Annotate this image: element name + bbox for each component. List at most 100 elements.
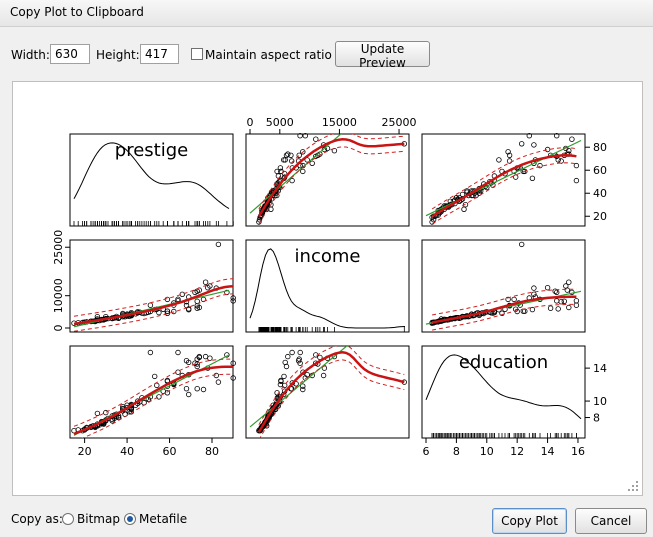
spread-line-upper (258, 134, 405, 210)
scatter-point (573, 177, 580, 184)
copy-plot-button[interactable]: Copy Plot (492, 508, 567, 534)
scatter-point (185, 391, 192, 398)
cancel-button[interactable]: Cancel (575, 508, 647, 534)
scatter-point (194, 305, 200, 311)
scatter-point (302, 133, 308, 139)
prestige-tick-label: 60 (163, 445, 177, 458)
variable-label: income (295, 246, 361, 267)
scatter-point (513, 174, 519, 180)
scatter-point (297, 349, 303, 356)
scatter-point (313, 153, 319, 160)
education-tick-label: 14 (541, 445, 555, 458)
scatter-point (230, 375, 236, 381)
scatter-point (555, 157, 561, 163)
resize-grip-icon[interactable] (626, 479, 640, 493)
panel-prestige-prestige: prestige (69, 133, 234, 227)
regression-line (425, 139, 582, 217)
height-label: Height: (96, 48, 140, 62)
smooth-line (73, 285, 233, 326)
density-line (73, 142, 230, 210)
scatter-point (156, 394, 162, 400)
panel-prestige-income (245, 133, 410, 227)
scatter-point (275, 173, 282, 179)
scatter-point (205, 284, 211, 291)
scatter-point (531, 291, 537, 297)
panel-education-prestige (69, 345, 236, 439)
scatter-point (544, 284, 551, 291)
size-toolbar: Width: Height: Maintain aspect ratio Upd… (0, 38, 653, 70)
scatter-point (505, 296, 511, 303)
metafile-radio[interactable] (124, 513, 136, 525)
scatter-point (531, 285, 537, 291)
density-line (249, 248, 406, 329)
scatter-point (499, 310, 505, 316)
income-left-tick-label: 25000 (52, 230, 65, 265)
scatter-point (563, 283, 569, 289)
scatter-point (207, 355, 213, 361)
scatter-point (459, 191, 466, 198)
scatter-point (300, 168, 306, 175)
scatter-point (313, 136, 319, 142)
bitmap-radio[interactable] (62, 513, 74, 525)
scatter-point (296, 152, 302, 158)
scatter-point (544, 146, 551, 153)
scatter-point (192, 289, 198, 296)
width-input[interactable] (50, 44, 90, 64)
scatter-point (224, 352, 230, 358)
scatter-point (175, 349, 181, 356)
maintain-aspect-checkbox[interactable] (191, 48, 203, 60)
prestige-right-tick-label: 20 (593, 210, 607, 223)
spread-line-lower (259, 359, 405, 438)
scatter-point (194, 386, 200, 392)
smooth-line (73, 365, 233, 436)
education-right-tick-label: 8 (593, 412, 600, 425)
scatter-point (511, 296, 517, 303)
scatter-point (531, 142, 537, 148)
scatter-point (566, 279, 572, 285)
scatter-point (519, 241, 525, 248)
scatter-point (297, 133, 303, 139)
scatter-point (256, 216, 263, 223)
income-left-tick-label: 0 (52, 325, 65, 332)
prestige-right-tick-label: 40 (593, 187, 607, 200)
panel-frame (421, 239, 586, 333)
scatter-point (202, 279, 209, 285)
scatter-point (573, 162, 580, 169)
scatter-point (496, 157, 502, 163)
scatter-point (529, 306, 536, 313)
scatter-point (309, 160, 315, 166)
height-input[interactable] (140, 44, 179, 64)
scatter-point (300, 149, 306, 155)
update-preview-button[interactable]: Update Preview (335, 41, 430, 70)
scatter-point (300, 383, 306, 389)
copy-as-label: Copy as: (11, 512, 63, 526)
spread-line-lower (73, 293, 233, 332)
panel-frame (245, 345, 410, 439)
scatter-point (462, 201, 469, 208)
scatter-point (295, 358, 302, 364)
panel-income-prestige (69, 239, 236, 333)
scatter-point (147, 302, 154, 308)
scatter-point (461, 206, 467, 212)
scatter-point (281, 373, 287, 380)
scatter-point (573, 302, 580, 308)
scatter-point (331, 147, 338, 154)
panel-frame (69, 239, 234, 333)
scatter-point (278, 378, 284, 384)
scatter-point (175, 296, 181, 302)
education-tick-label: 6 (423, 445, 430, 458)
scatter-point (519, 141, 525, 147)
education-right-tick-label: 14 (593, 362, 607, 375)
scatter-point (277, 381, 284, 388)
scatter-point (171, 308, 177, 315)
income-tick-label: 0 (247, 116, 254, 129)
panel-frame (421, 345, 586, 439)
prestige-tick-label: 80 (205, 445, 219, 458)
scatter-point (554, 133, 560, 139)
panel-education-education: education (421, 345, 586, 439)
panel-frame (245, 133, 410, 227)
scatter-point (561, 298, 567, 304)
scatter-point (289, 177, 295, 184)
scatter-point (558, 298, 564, 305)
